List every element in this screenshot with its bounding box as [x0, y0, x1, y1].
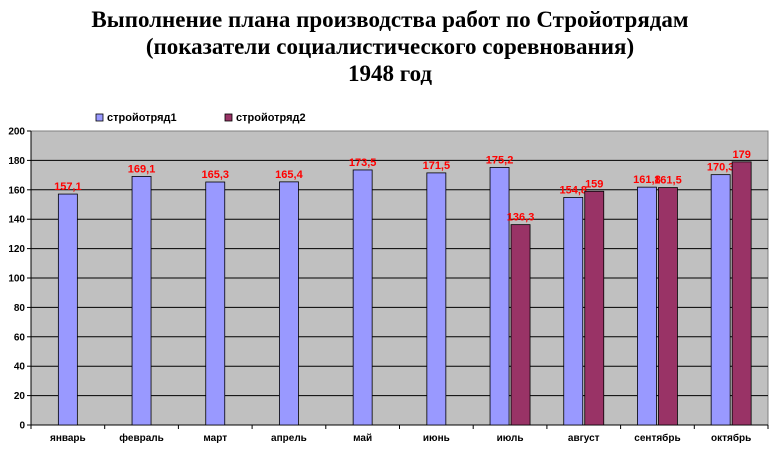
- data-label: 161,5: [654, 175, 682, 187]
- chart-title: Выполнение плана производства работ по С…: [0, 6, 780, 87]
- bar-стройотряд1-март: [205, 181, 226, 426]
- x-tick-label: сентябрь: [634, 432, 680, 444]
- legend-label: стройотряд2: [236, 112, 306, 124]
- data-label: 159: [585, 178, 603, 190]
- y-tick-label: 160: [8, 185, 25, 196]
- data-label: 169,1: [128, 163, 156, 175]
- data-label: 173,5: [349, 157, 377, 169]
- x-tick-label: июнь: [423, 433, 450, 444]
- data-label: 157,1: [54, 181, 82, 193]
- data-label: 161,8: [633, 174, 661, 186]
- y-tick-label: 140: [8, 215, 25, 226]
- bar-стройотряд1-февраль: [131, 176, 152, 426]
- bar-стройотряд2-сентябрь: [658, 187, 678, 426]
- y-tick-label: 20: [14, 391, 26, 402]
- data-label: 165,4: [275, 169, 303, 181]
- bar-стройотряд2-июль: [510, 224, 531, 426]
- x-tick-label: июль: [497, 433, 524, 444]
- bar-стройотряд1-август: [563, 197, 584, 426]
- x-tick-label: февраль: [119, 432, 164, 444]
- data-label: 179: [732, 149, 750, 161]
- data-label: 154,8: [559, 184, 587, 196]
- chart-title-line-3: 1948 год: [347, 61, 433, 86]
- x-tick-label: май: [353, 433, 372, 444]
- data-label: 171,5: [423, 160, 451, 172]
- x-tick-label: октябрь: [711, 432, 751, 444]
- bar-стройотряд1-апрель: [279, 181, 299, 426]
- bar-стройотряд2-август: [584, 190, 605, 426]
- y-tick-label: 180: [8, 156, 25, 167]
- chart-title-line-1: Выполнение плана производства работ по С…: [91, 7, 689, 32]
- y-tick-label: 120: [8, 244, 25, 255]
- y-tick-label: 100: [8, 274, 25, 285]
- y-tick-label: 200: [8, 127, 25, 138]
- x-tick-label: март: [203, 433, 227, 444]
- data-label: 175,2: [486, 154, 514, 166]
- legend-label: стройотряд1: [107, 112, 177, 124]
- y-tick-label: 60: [14, 332, 26, 343]
- bar-стройотряд1-январь: [57, 193, 78, 426]
- bar-стройотряд2-октябрь: [731, 161, 752, 426]
- chart-title-line-2: (показатели социалистического соревнован…: [145, 34, 635, 59]
- y-tick-label: 0: [19, 421, 25, 432]
- data-label: 136,3: [507, 212, 535, 224]
- x-tick-label: январь: [50, 433, 86, 444]
- bar-стройотряд1-октябрь: [710, 174, 731, 426]
- legend-swatch-стройотряд1: [95, 113, 104, 122]
- data-label: 170,3: [707, 162, 735, 174]
- x-tick-label: апрель: [271, 433, 307, 444]
- y-tick-label: 80: [14, 303, 26, 314]
- bar-стройотряд1-июль: [489, 167, 510, 426]
- x-tick-label: август: [568, 433, 600, 444]
- y-tick-label: 40: [14, 362, 26, 373]
- bar-стройотряд1-сентябрь: [637, 186, 657, 426]
- bar-стройотряд1-июнь: [426, 172, 447, 426]
- data-label: 165,3: [201, 169, 229, 181]
- bar-стройотряд1-май: [352, 169, 373, 426]
- legend-swatch-стройотряд2: [224, 113, 233, 122]
